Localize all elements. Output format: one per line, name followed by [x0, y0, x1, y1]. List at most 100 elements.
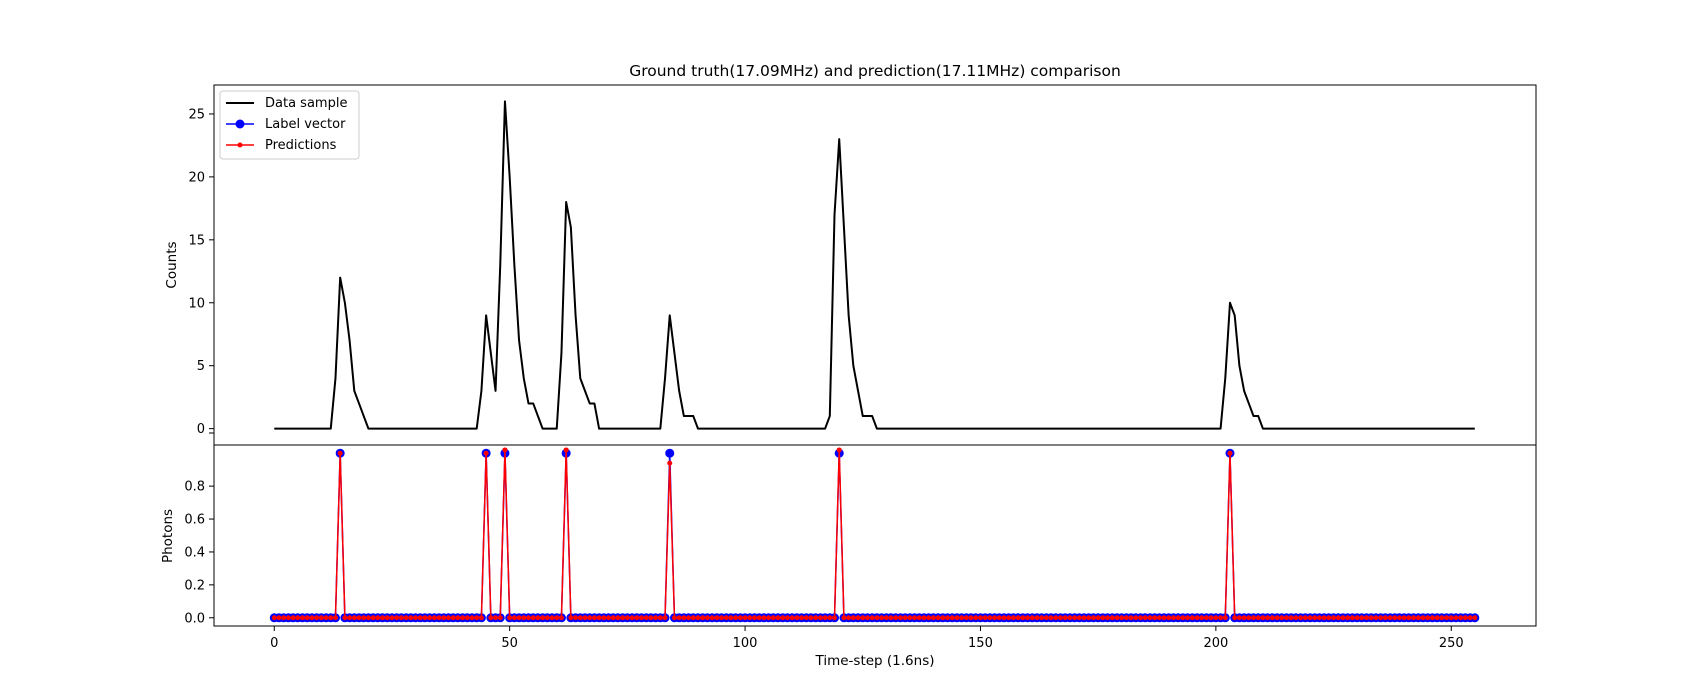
prediction-point [1015, 615, 1021, 621]
prediction-point [1100, 615, 1106, 621]
prediction-point [370, 615, 376, 621]
x-tick-label: 200 [1203, 636, 1228, 651]
prediction-point [1133, 615, 1139, 621]
prediction-point [1090, 615, 1096, 621]
prediction-point [987, 615, 993, 621]
prediction-point [643, 615, 649, 621]
prediction-point [686, 615, 692, 621]
prediction-point [521, 615, 527, 621]
prediction-point [836, 447, 842, 453]
prediction-point [766, 615, 772, 621]
prediction-point [662, 615, 668, 621]
prediction-point [1359, 615, 1365, 621]
prediction-point [704, 615, 710, 621]
prediction-point [549, 615, 555, 621]
prediction-point [1128, 615, 1134, 621]
prediction-point [1203, 615, 1209, 621]
prediction-point [1434, 615, 1440, 621]
prediction-point [610, 615, 616, 621]
prediction-point [1349, 615, 1355, 621]
prediction-point [337, 450, 343, 456]
prediction-point [497, 615, 503, 621]
prediction-point [1415, 615, 1421, 621]
prediction-point [1453, 615, 1459, 621]
prediction-point [761, 615, 767, 621]
prediction-point [1429, 615, 1435, 621]
prediction-point [813, 615, 819, 621]
prediction-point [907, 615, 913, 621]
prediction-point [827, 615, 833, 621]
x-tick-label: 250 [1439, 636, 1464, 651]
prediction-point [427, 615, 433, 621]
prediction-point [1048, 615, 1054, 621]
prediction-point [1095, 615, 1101, 621]
prediction-point [450, 615, 456, 621]
prediction-point [1439, 615, 1445, 621]
prediction-point [356, 615, 362, 621]
prediction-point [1152, 615, 1158, 621]
prediction-point [1411, 615, 1417, 621]
prediction-point [1170, 615, 1176, 621]
prediction-point [883, 615, 889, 621]
prediction-point [1175, 615, 1181, 621]
prediction-point [629, 615, 635, 621]
prediction-point [394, 615, 400, 621]
prediction-point [309, 615, 315, 621]
prediction-point [700, 615, 706, 621]
prediction-point [380, 615, 386, 621]
prediction-point [1218, 615, 1224, 621]
prediction-point [314, 615, 320, 621]
prediction-point [1025, 615, 1031, 621]
prediction-point [1302, 615, 1308, 621]
prediction-point [1180, 615, 1186, 621]
prediction-point [888, 615, 894, 621]
prediction-point [935, 615, 941, 621]
prediction-point [290, 615, 296, 621]
prediction-point [893, 615, 899, 621]
prediction-point [1401, 615, 1407, 621]
prediction-point [940, 615, 946, 621]
prediction-point [276, 615, 282, 621]
prediction-point [1232, 615, 1238, 621]
prediction-point [1255, 615, 1261, 621]
prediction-point [516, 615, 522, 621]
prediction-point [573, 615, 579, 621]
prediction-point [879, 615, 885, 621]
prediction-point [1067, 615, 1073, 621]
prediction-point [850, 615, 856, 621]
prediction-point [591, 615, 597, 621]
prediction-point [1458, 615, 1464, 621]
prediction-point [930, 615, 936, 621]
prediction-point [300, 615, 306, 621]
prediction-point [1199, 615, 1205, 621]
prediction-point [912, 615, 918, 621]
prediction-point [540, 615, 546, 621]
prediction-point [775, 615, 781, 621]
prediction-point [1354, 615, 1360, 621]
prediction-point [413, 615, 418, 621]
prediction-point [1274, 615, 1280, 621]
prediction-point [554, 615, 560, 621]
prediction-point [671, 615, 677, 621]
prediction-point [1105, 615, 1111, 621]
prediction-point [483, 450, 489, 456]
prediction-point [949, 615, 955, 621]
prediction-point [723, 615, 729, 621]
x-tick-label: 50 [501, 636, 518, 651]
x-tick-label: 150 [968, 636, 993, 651]
prediction-point [1462, 615, 1468, 621]
prediction-point [1076, 615, 1082, 621]
prediction-point [1335, 615, 1341, 621]
chart-title: Ground truth(17.09MHz) and prediction(17… [629, 62, 1121, 80]
prediction-point [1114, 615, 1120, 621]
prediction-point [733, 615, 739, 621]
prediction-point [1081, 615, 1087, 621]
prediction-point [422, 615, 428, 621]
prediction-point [747, 615, 753, 621]
prediction-point [695, 615, 701, 621]
prediction-point [295, 615, 301, 621]
prediction-point [1034, 615, 1040, 621]
prediction-point [803, 615, 809, 621]
prediction-point [742, 615, 748, 621]
x-axis-ticks: 0 50 100 150 200 250 [270, 626, 1464, 651]
